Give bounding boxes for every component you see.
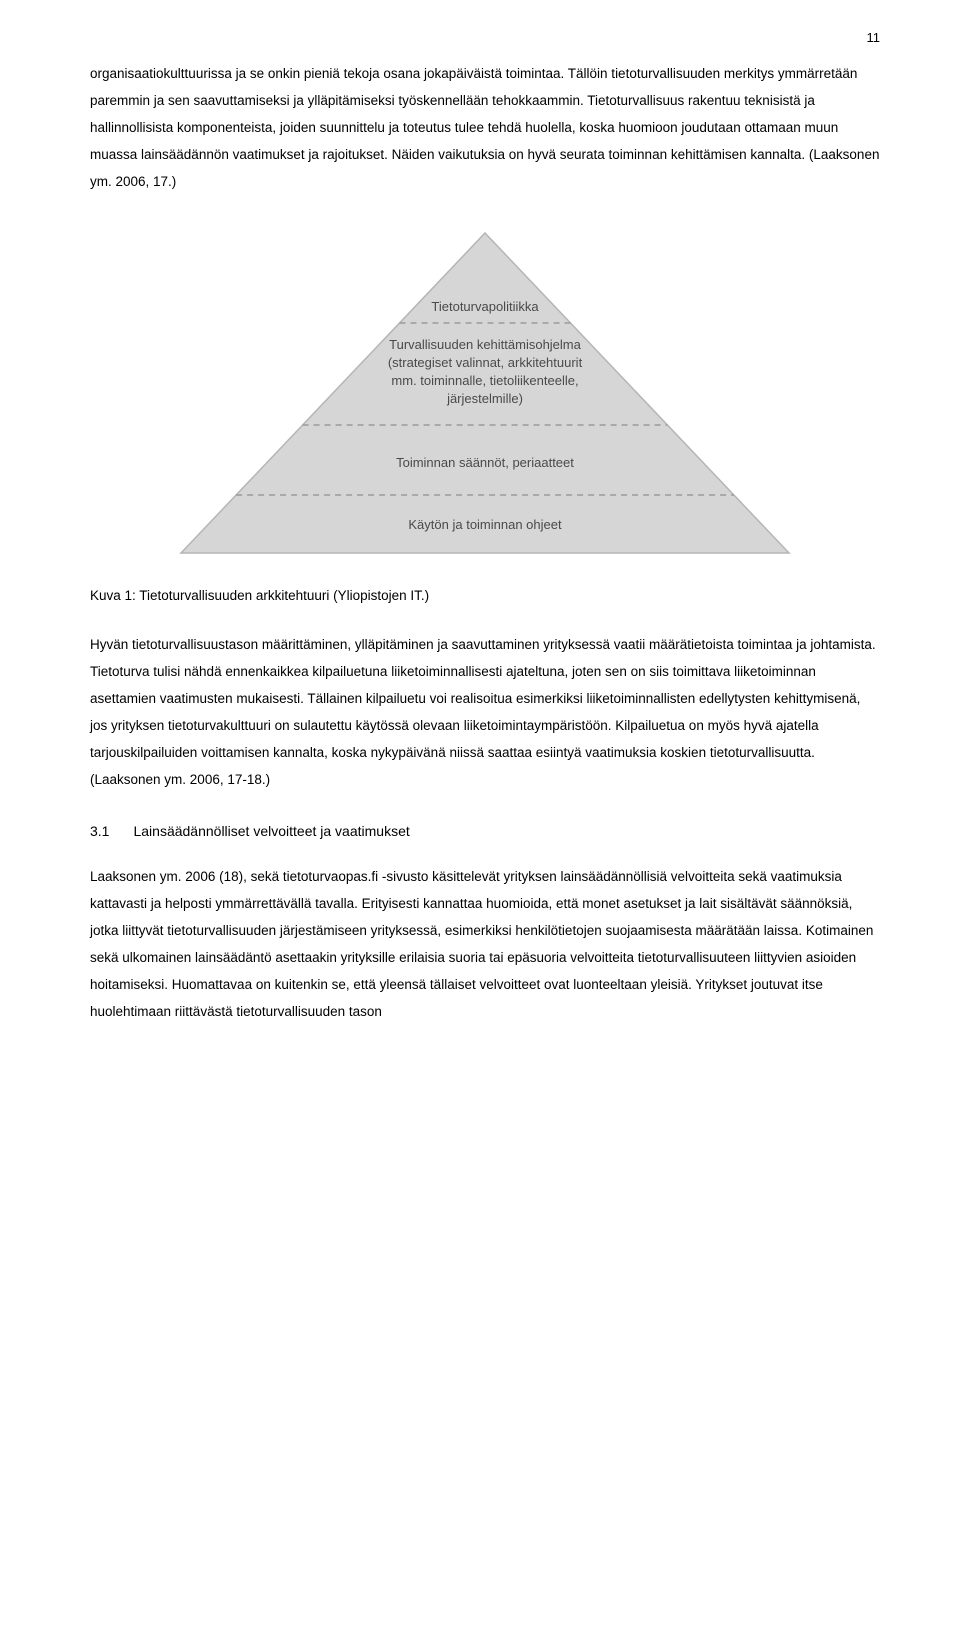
paragraph-2: Hyvän tietoturvallisuustason määrittämin… [90, 631, 880, 793]
pyramid-label-2b: (strategiset valinnat, arkkitehtuurit [388, 355, 583, 370]
pyramid-label-2c: mm. toiminnalle, tietoliikenteelle, [391, 373, 578, 388]
pyramid-label-2a: Turvallisuuden kehittämisohjelma [389, 337, 581, 352]
page-number: 11 [867, 30, 881, 45]
figure-pyramid: Tietoturvapolitiikka Turvallisuuden kehi… [90, 223, 880, 568]
document-page: 11 organisaatiokulttuurissa ja se onkin … [0, 0, 960, 1085]
pyramid-label-3: Toiminnan säännöt, periaatteet [396, 455, 574, 470]
pyramid-label-4: Käytön ja toiminnan ohjeet [408, 517, 562, 532]
section-number: 3.1 [90, 823, 109, 839]
paragraph-3: Laaksonen ym. 2006 (18), sekä tietoturva… [90, 863, 880, 1025]
pyramid-label-1: Tietoturvapolitiikka [431, 299, 539, 314]
section-title: Lainsäädännölliset velvoitteet ja vaatim… [133, 823, 409, 839]
paragraph-1: organisaatiokulttuurissa ja se onkin pie… [90, 60, 880, 195]
pyramid-label-2d: järjestelmille) [446, 391, 523, 406]
section-heading: 3.1 Lainsäädännölliset velvoitteet ja vaa… [90, 823, 880, 839]
pyramid-svg: Tietoturvapolitiikka Turvallisuuden kehi… [175, 223, 795, 563]
figure-caption: Kuva 1: Tietoturvallisuuden arkkitehtuur… [90, 582, 880, 609]
